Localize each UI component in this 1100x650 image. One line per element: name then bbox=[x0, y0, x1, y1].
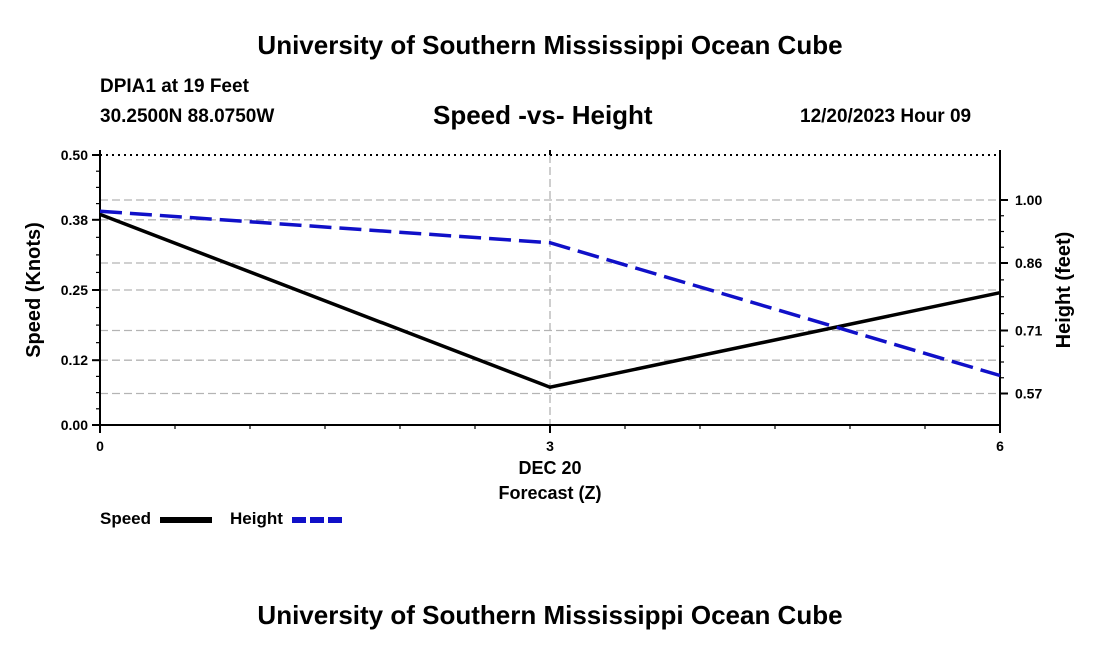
y-right-tick-label: 0.57 bbox=[1015, 386, 1042, 402]
series-layer bbox=[99, 209, 1001, 390]
y-right-tick-label: 0.71 bbox=[1015, 323, 1042, 339]
y-left-tick-label: 0.00 bbox=[61, 417, 88, 433]
grid-layer bbox=[100, 155, 1000, 425]
y-left-tick-label: 0.25 bbox=[61, 282, 88, 298]
x-tick-label: 0 bbox=[96, 438, 104, 454]
y-axis-left-label: Speed (Knots) bbox=[23, 222, 45, 358]
y-left-tick-label: 0.38 bbox=[61, 212, 88, 228]
x-axis-date-label: DEC 20 bbox=[518, 458, 582, 478]
legend-height-label: Height bbox=[230, 509, 283, 528]
tick-label-layer: 0.00 0.12 0.25 0.38 0.50 0.57 0.71 0.86 1.00 0 3 6 bbox=[61, 147, 1043, 454]
y-axis-right-label: Height (feet) bbox=[1053, 231, 1075, 349]
x-tick-label: 3 bbox=[546, 438, 554, 454]
chart-title-top: University of Southern Mississippi Ocean… bbox=[257, 30, 843, 60]
legend-speed-label: Speed bbox=[100, 509, 152, 528]
x-tick-label: 6 bbox=[996, 438, 1004, 454]
y-right-tick-label: 1.00 bbox=[1015, 192, 1042, 208]
series-speed-line bbox=[99, 212, 1001, 390]
chart-subtitle: Speed -vs- Height bbox=[433, 100, 653, 130]
y-left-tick-label: 0.50 bbox=[61, 147, 88, 163]
x-axis-label: Forecast (Z) bbox=[498, 483, 602, 503]
axis-layer bbox=[92, 150, 1008, 433]
coordinates-label: 30.2500N 88.0750W bbox=[100, 106, 275, 127]
y-right-tick-label: 0.86 bbox=[1015, 255, 1042, 271]
y-left-tick-label: 0.12 bbox=[61, 352, 88, 368]
chart-title-bottom: University of Southern Mississippi Ocean… bbox=[257, 600, 843, 630]
datetime-label: 12/20/2023 Hour 09 bbox=[800, 106, 972, 127]
series-height-line bbox=[99, 209, 1001, 378]
station-label: DPIA1 at 19 Feet bbox=[100, 76, 249, 97]
